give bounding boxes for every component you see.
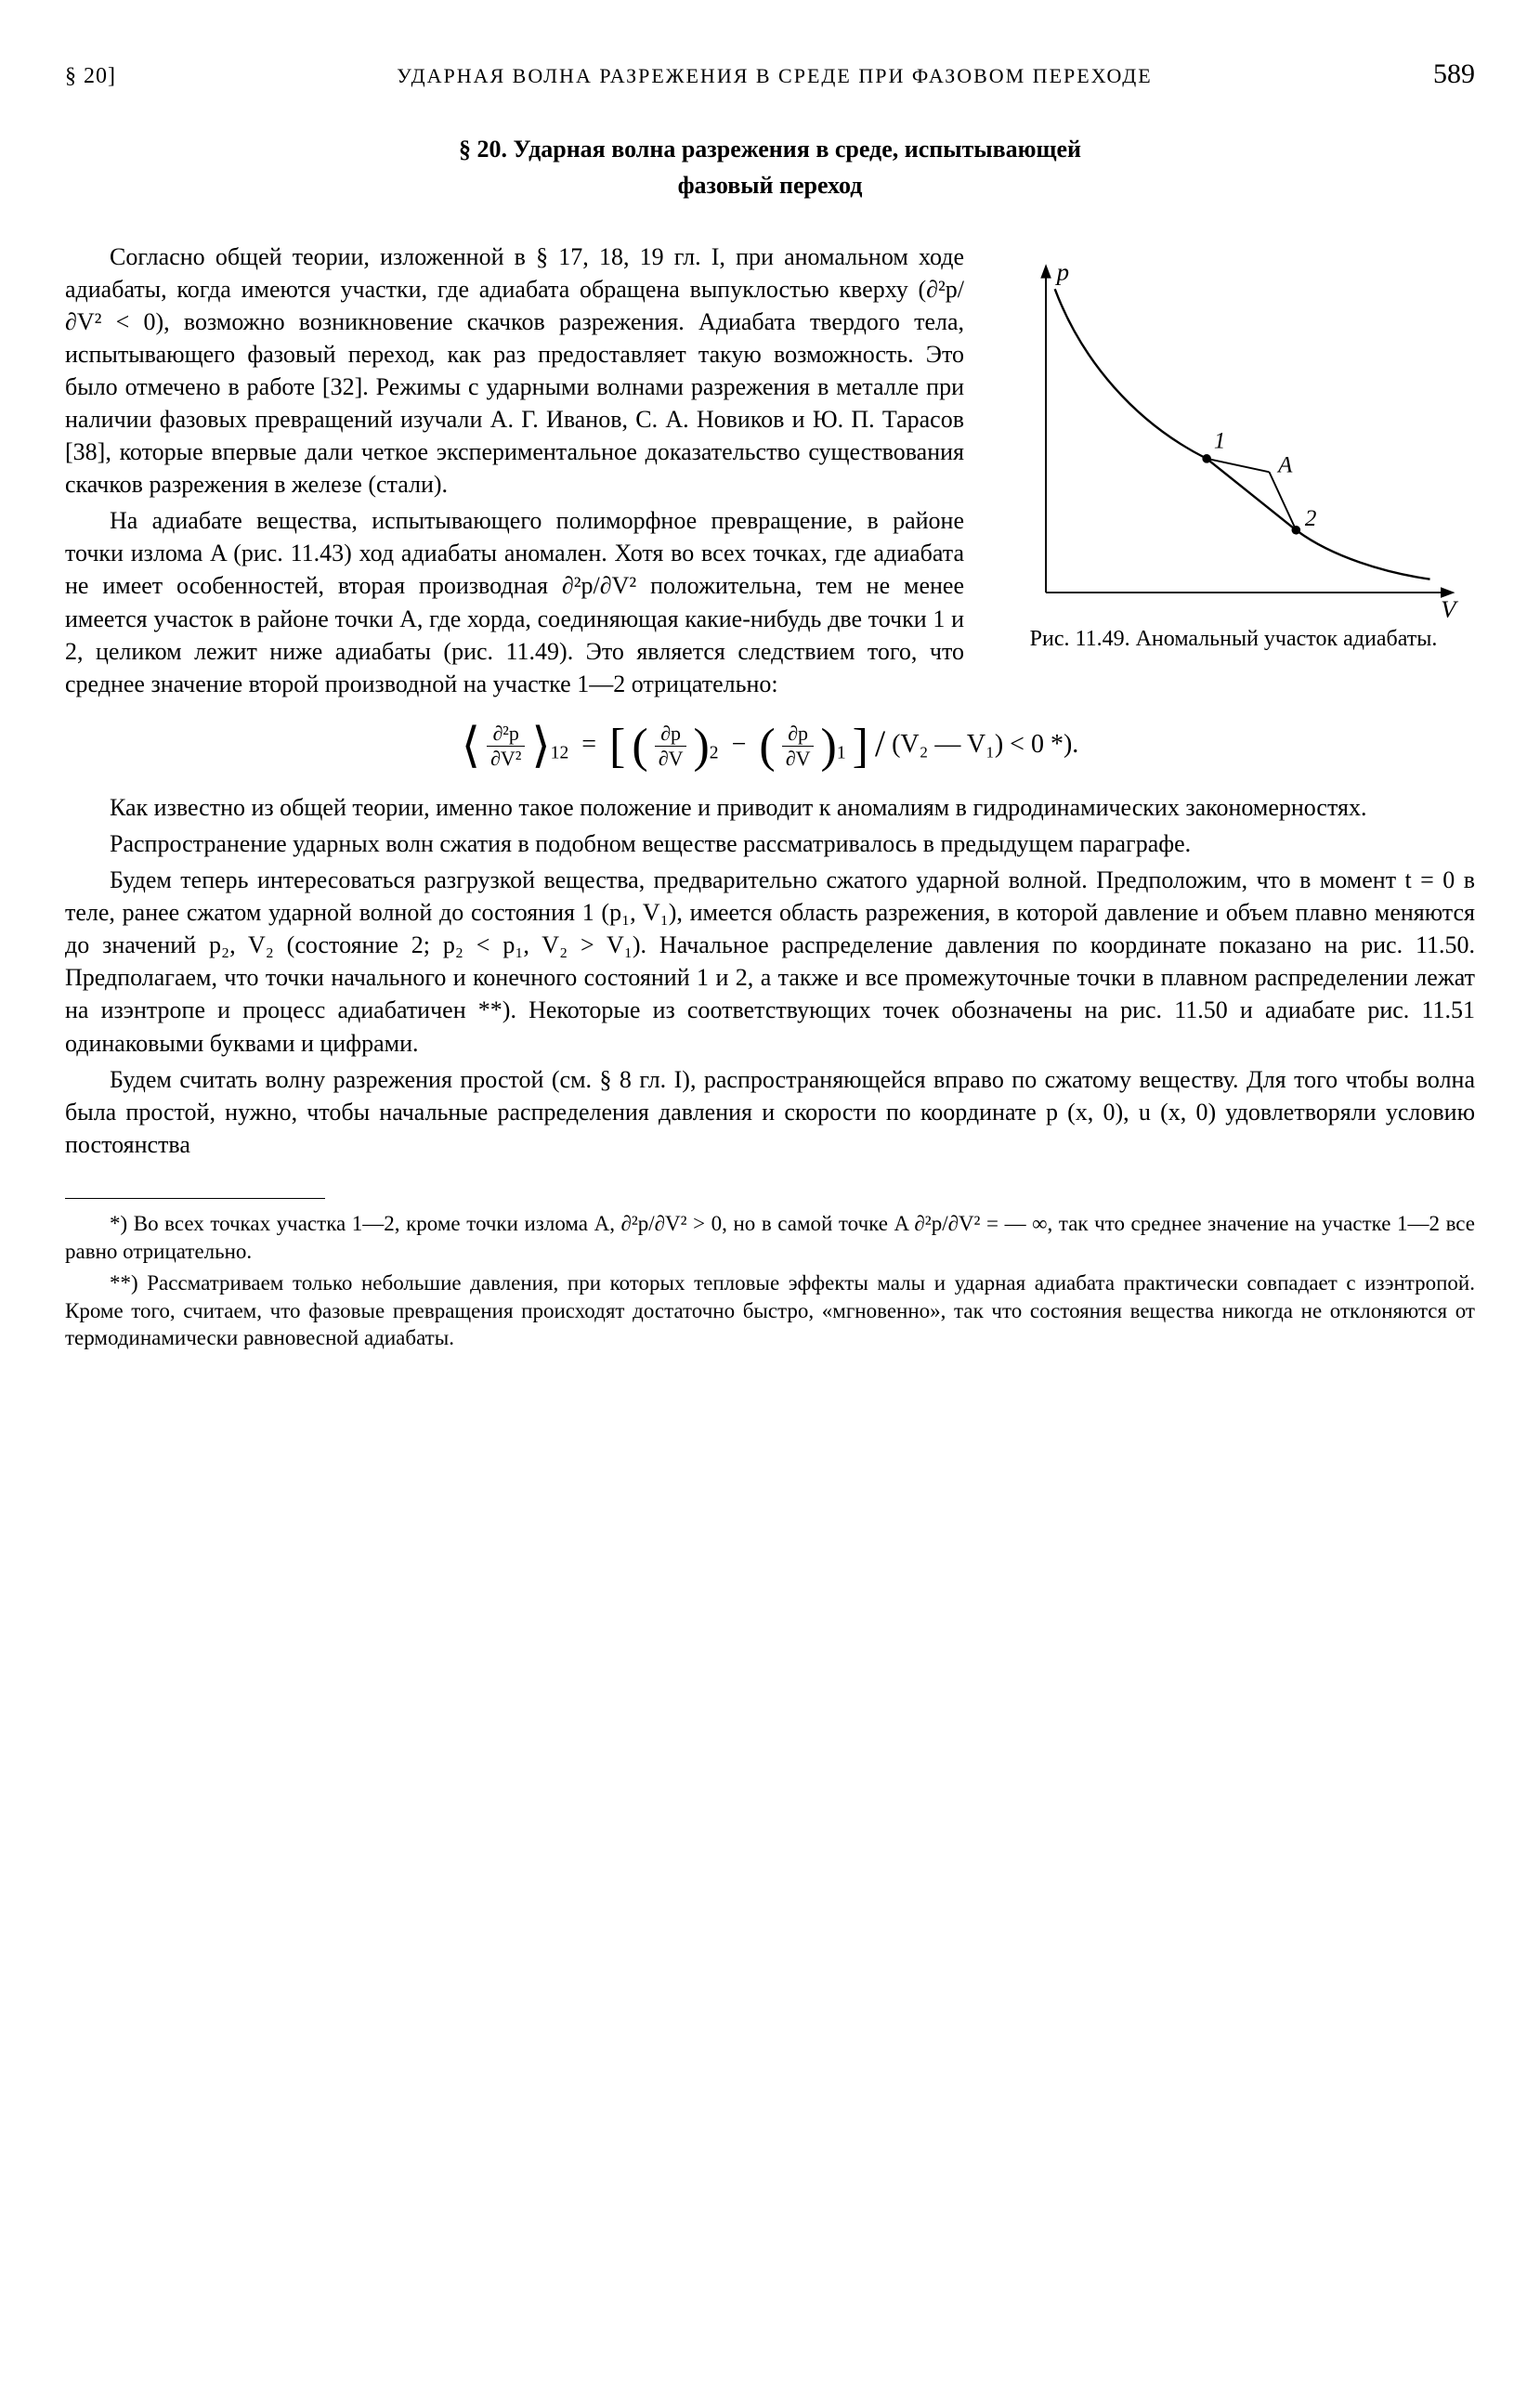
point-A-label: A xyxy=(1276,452,1293,477)
section-title: § 20. Ударная волна разрежения в среде, … xyxy=(176,131,1364,203)
header-section-ref: § 20] xyxy=(65,61,116,91)
page-header: § 20] УДАРНАЯ ВОЛНА РАЗРЕЖЕНИЯ В СРЕДЕ П… xyxy=(65,56,1475,94)
footnote-separator xyxy=(65,1198,325,1199)
paragraph-5: Будем теперь интересоваться разгрузкой в… xyxy=(65,864,1475,1060)
paragraph-4: Распространение ударных волн сжатия в по… xyxy=(65,827,1475,860)
point-1-label: 1 xyxy=(1214,428,1226,453)
header-running-title: УДАРНАЯ ВОЛНА РАЗРЕЖЕНИЯ В СРЕДЕ ПРИ ФАЗ… xyxy=(116,62,1433,90)
equation-tail: (V₂ — V₁) < 0 *). xyxy=(892,730,1078,759)
figure-caption: Рис. 11.49. Аномальный участок адиабаты. xyxy=(992,625,1475,653)
equation-mean-second-derivative: ⟨ ∂²p∂V² ⟩12 = [ ( ∂p∂V )2 − ( ∂p∂V )1 ]… xyxy=(65,719,1475,769)
axis-p-label: p xyxy=(1055,257,1069,285)
axis-v-label: V xyxy=(1441,595,1459,618)
adiabat-plot: p V 1 2 A xyxy=(1001,246,1466,618)
figure-11-49: p V 1 2 A Рис. 11.49. Аномальный участок… xyxy=(992,246,1475,653)
point-2-label: 2 xyxy=(1305,505,1317,530)
footnote-2: **) Рассматриваем только небольшие давле… xyxy=(65,1269,1475,1353)
section-title-line1: § 20. Ударная волна разрежения в среде, … xyxy=(459,136,1081,163)
paragraph-3: Как известно из общей теории, именно так… xyxy=(65,791,1475,824)
paragraph-6: Будем считать волну разрежения простой (… xyxy=(65,1063,1475,1161)
header-page-number: 589 xyxy=(1433,56,1475,94)
footnote-1: *) Во всех точках участка 1—2, кроме точ… xyxy=(65,1210,1475,1266)
section-title-line2: фазовый переход xyxy=(678,172,863,199)
